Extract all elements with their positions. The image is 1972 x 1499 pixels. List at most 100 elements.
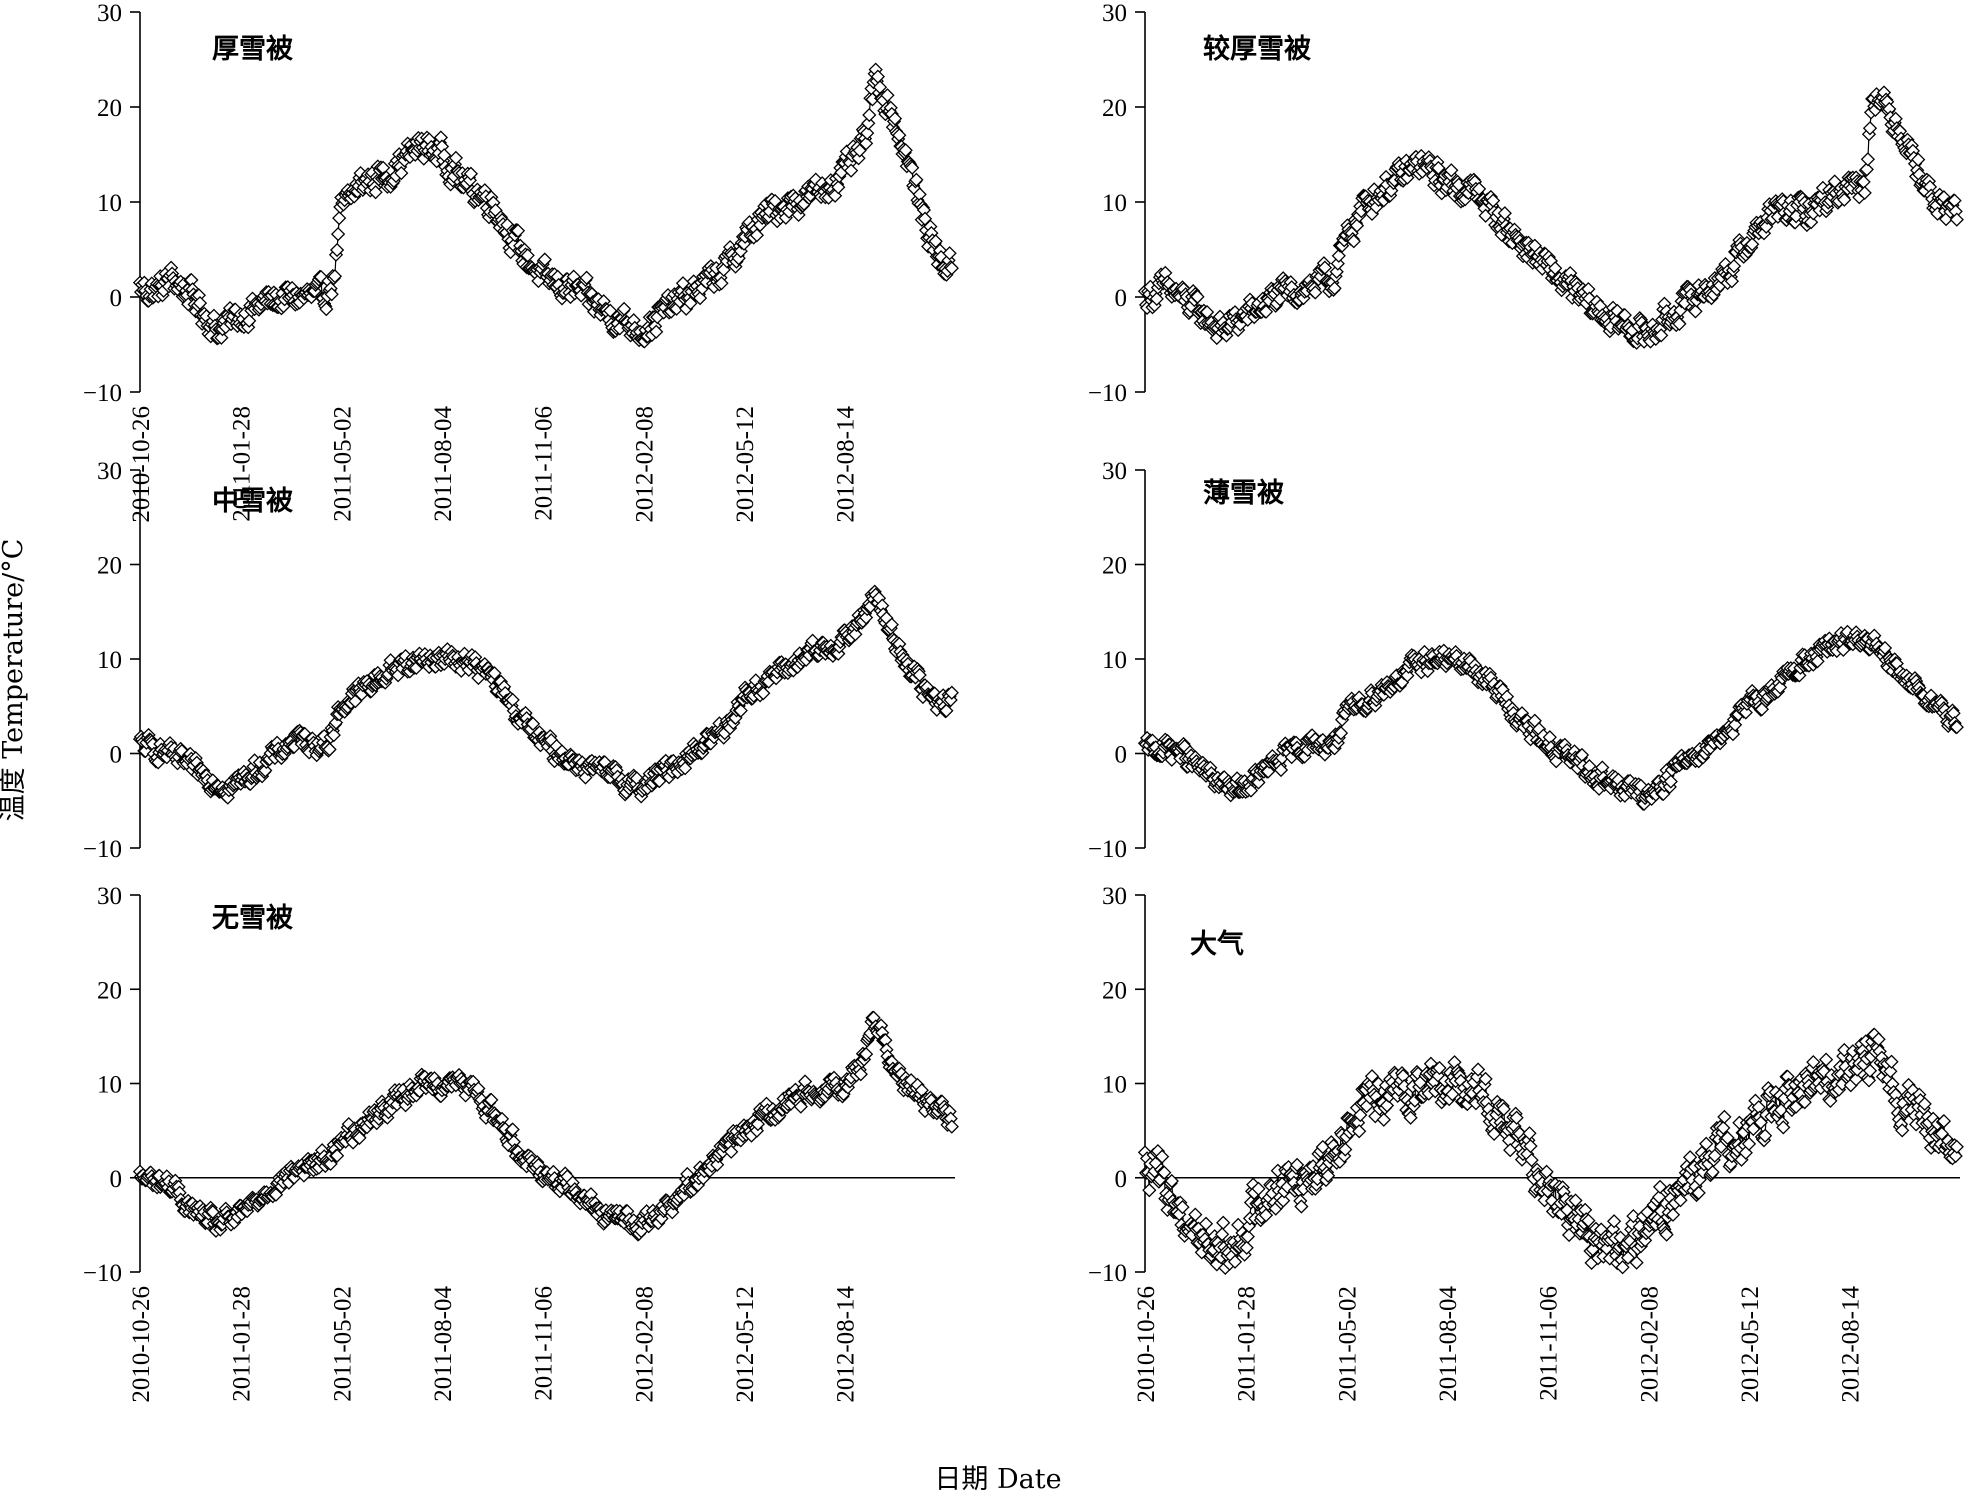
- x-tick-label: 2011-11-06: [531, 406, 558, 521]
- data-point: [652, 773, 667, 789]
- data-point: [1716, 1120, 1731, 1136]
- data-point: [1663, 774, 1678, 789]
- data-point: [1705, 1164, 1720, 1180]
- data-point: [1509, 1110, 1524, 1125]
- data-point: [603, 303, 618, 318]
- x-tick-label: 2012-08-14: [1838, 1286, 1865, 1403]
- data-point: [1861, 1073, 1877, 1088]
- data-point: [1860, 152, 1876, 167]
- x-tick-label: 2011-11-06: [1536, 1286, 1563, 1401]
- data-point: [1848, 1072, 1864, 1087]
- data-point: [791, 207, 806, 223]
- data-point: [1503, 1142, 1518, 1158]
- data-point: [944, 261, 959, 276]
- data-point: [1837, 1042, 1852, 1058]
- data-point: [1568, 1193, 1583, 1208]
- data-point: [1911, 152, 1926, 167]
- data-point: [1432, 1060, 1447, 1076]
- data-point: [843, 163, 859, 178]
- data-point: [1862, 1063, 1878, 1078]
- data-point: [677, 761, 693, 776]
- y-tick-label: 30: [1102, 883, 1127, 910]
- data-point: [448, 150, 464, 166]
- data-point: [1672, 316, 1687, 332]
- data-point: [858, 610, 874, 625]
- panel-title: 中雪被: [212, 486, 293, 517]
- data-point: [1746, 1121, 1761, 1137]
- y-tick-label: 20: [97, 553, 122, 580]
- y-tick-label: 30: [97, 883, 122, 910]
- data-point: [831, 180, 846, 195]
- data-point: [1251, 1181, 1266, 1196]
- data-point: [1948, 1148, 1963, 1164]
- data-point: [1581, 1213, 1596, 1228]
- data-point: [1792, 668, 1807, 683]
- data-point: [861, 116, 876, 131]
- data-point: [1379, 1098, 1395, 1113]
- data-point: [1665, 1207, 1681, 1222]
- data-point: [1320, 1168, 1336, 1183]
- data-point: [749, 228, 765, 243]
- data-point: [1884, 1054, 1899, 1069]
- data-point: [1349, 218, 1365, 233]
- data-point: [368, 185, 383, 200]
- y-tick-label: −10: [83, 836, 122, 863]
- data-point: [1895, 1123, 1910, 1138]
- data-point: [537, 252, 552, 267]
- data-point: [905, 160, 920, 175]
- data-point: [848, 627, 863, 642]
- data-point: [710, 1157, 725, 1172]
- data-point: [944, 685, 959, 700]
- data-point: [1615, 1260, 1630, 1275]
- y-tick-label: 20: [97, 95, 122, 122]
- x-tick-label: 2011-08-04: [1435, 1286, 1462, 1402]
- data-point: [649, 324, 664, 339]
- data-point: [1724, 274, 1740, 289]
- data-point: [1561, 1227, 1577, 1243]
- data-point: [1445, 1087, 1460, 1102]
- y-tick-label: 20: [1102, 95, 1127, 122]
- data-point: [505, 1122, 520, 1137]
- data-point: [1797, 1095, 1812, 1110]
- data-point: [329, 242, 345, 258]
- data-point: [1352, 1124, 1367, 1139]
- data-point: [1654, 328, 1669, 343]
- data-point: [1353, 1107, 1368, 1123]
- x-tick-label: 2012-02-08: [631, 406, 658, 523]
- panel-title: 厚雪被: [212, 34, 293, 65]
- data-point: [1478, 1071, 1493, 1087]
- y-tick-label: −10: [83, 1260, 122, 1287]
- data-point: [1175, 1199, 1190, 1215]
- y-tick-label: −10: [1088, 836, 1127, 863]
- data-point: [525, 716, 541, 731]
- x-tick-label: 2010-10-26: [1133, 1286, 1160, 1403]
- panel-title: 大气: [1190, 929, 1244, 960]
- data-point: [1346, 234, 1361, 249]
- x-tick-label: 2012-05-12: [732, 406, 759, 523]
- data-point: [1403, 1110, 1418, 1125]
- data-point: [1549, 754, 1564, 769]
- data-point: [1214, 1227, 1230, 1242]
- data-point: [1327, 281, 1342, 296]
- data-point: [520, 248, 535, 263]
- data-point: [724, 1144, 739, 1159]
- data-point: [1142, 1183, 1157, 1198]
- data-point: [862, 107, 877, 123]
- data-point: [1726, 258, 1742, 274]
- x-tick-label: 2011-08-04: [430, 406, 457, 522]
- data-point: [1883, 1064, 1898, 1079]
- data-point: [1497, 206, 1512, 221]
- data-point: [1757, 1128, 1773, 1143]
- data-point: [880, 88, 895, 103]
- data-point: [1431, 160, 1446, 176]
- data-point: [329, 1148, 345, 1163]
- data-point: [1308, 285, 1323, 300]
- data-point: [579, 270, 594, 285]
- data-point: [884, 617, 899, 632]
- y-tick-label: −10: [1088, 1260, 1127, 1287]
- data-point: [510, 223, 526, 238]
- data-point: [1725, 726, 1741, 742]
- data-point: [1720, 1130, 1735, 1146]
